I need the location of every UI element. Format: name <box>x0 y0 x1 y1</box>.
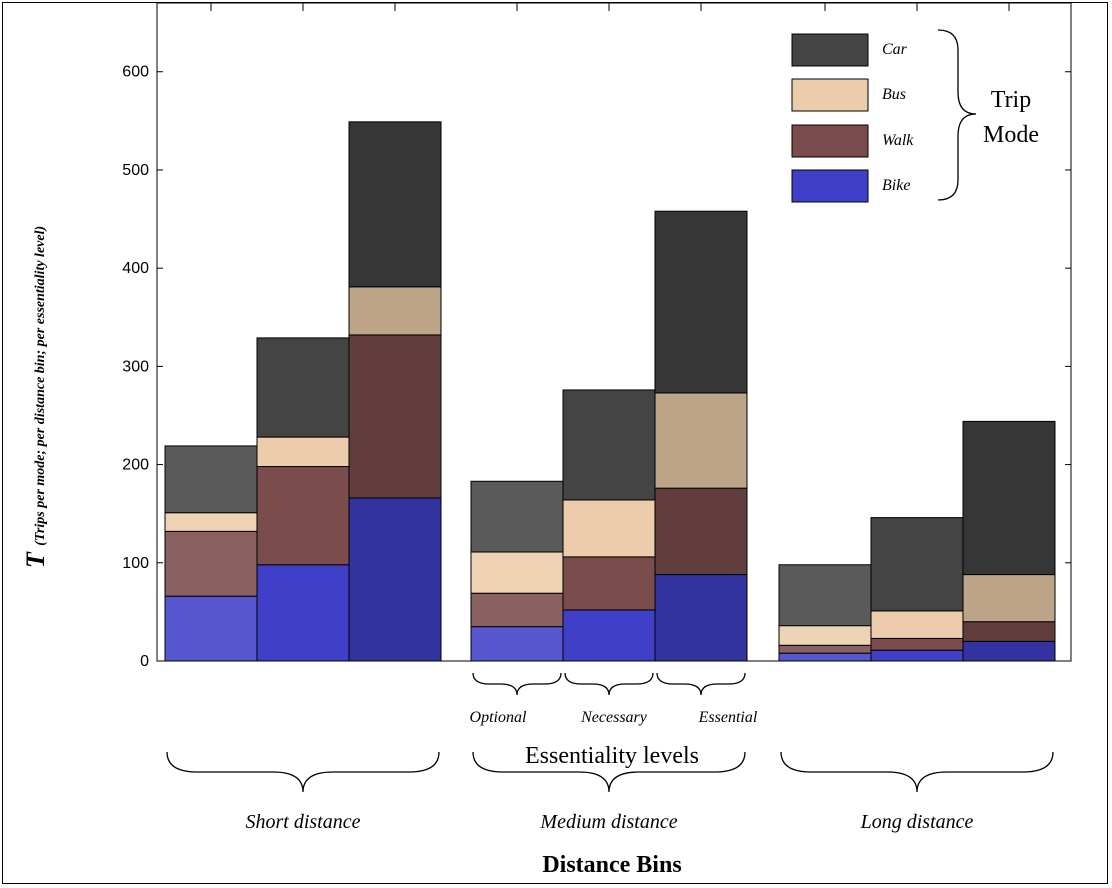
group-label: Medium distance <box>539 811 677 833</box>
bar-segment-car <box>348 121 442 288</box>
bar-segment-car <box>778 564 872 627</box>
y-tick-label: 200 <box>122 457 149 474</box>
legend-swatch <box>791 33 869 67</box>
bar-segment-car <box>962 420 1056 576</box>
level-label: Necessary <box>580 709 648 726</box>
level-brace <box>656 672 746 696</box>
y-tick-label: 100 <box>122 555 149 572</box>
bar-segment-bus <box>562 499 656 558</box>
y-axis-title-sub: (Trips per mode; per distance bin; per e… <box>33 226 48 546</box>
legend-swatch <box>791 124 869 158</box>
bar-segment-car <box>164 445 258 514</box>
bar-segment-bike <box>348 497 442 662</box>
legend-label: Car <box>882 41 908 58</box>
y-axis-title: T (Trips per mode; per distance bin; per… <box>21 226 50 568</box>
bar-segment-walk <box>164 530 258 597</box>
bar-segment-car <box>562 389 656 501</box>
y-tick-label: 300 <box>122 358 149 375</box>
bar-segment-bus <box>962 574 1056 623</box>
bar-segment-bike <box>654 574 748 662</box>
legend-brace <box>937 29 977 201</box>
bar-segment-walk <box>562 556 656 611</box>
legend-label: Bus <box>882 86 906 103</box>
group-label: Long distance <box>860 811 974 833</box>
bar-segment-walk <box>470 592 564 628</box>
bar-segment-bike <box>778 652 872 662</box>
bar-segment-bike <box>470 626 564 662</box>
level-brace <box>472 672 562 696</box>
bar-segment-bus <box>778 625 872 646</box>
level-brace <box>564 672 654 696</box>
bar-segment-car <box>654 210 748 394</box>
levels-title: Essentiality levels <box>525 743 699 769</box>
y-tick-label: 600 <box>122 64 149 81</box>
bar-segment-walk <box>962 621 1056 642</box>
legend-swatch <box>791 169 869 203</box>
bar-segment-bus <box>470 551 564 594</box>
annotations: Optional Necessary Essential Essentiality l… <box>21 226 1054 878</box>
y-tick-label: 0 <box>140 653 149 670</box>
group-label: Short distance <box>246 811 361 833</box>
bar-segment-walk <box>348 334 442 499</box>
group-brace <box>166 751 440 793</box>
x-axis-title: Distance Bins <box>542 852 681 878</box>
legend-label: Walk <box>882 132 914 149</box>
legend-title-line2: Mode <box>983 122 1039 148</box>
bars <box>164 121 1056 662</box>
bar-segment-car <box>256 337 350 438</box>
group-brace <box>472 751 746 793</box>
y-tick-label: 400 <box>122 260 149 277</box>
legend-item-walk: Walk <box>791 124 914 158</box>
legend-item-bike: Bike <box>791 169 910 203</box>
legend: Car Bus Walk Bike Trip Mode <box>791 29 1039 203</box>
bar-segment-walk <box>654 487 748 576</box>
bar-segment-car <box>870 517 964 612</box>
legend-swatch <box>791 78 869 112</box>
bar-segment-walk <box>870 637 964 651</box>
legend-label: Bike <box>882 177 910 194</box>
bar-segment-walk <box>256 466 350 566</box>
group-brace <box>780 751 1054 793</box>
bar-segment-bus <box>654 392 748 489</box>
y-tick-label: 500 <box>122 162 149 179</box>
bar-segment-bus <box>164 512 258 532</box>
level-label: Essential <box>698 709 758 726</box>
bar-segment-bus <box>256 436 350 468</box>
legend-item-car: Car <box>791 33 908 67</box>
bar-segment-bus <box>348 286 442 336</box>
level-label: Optional <box>470 709 527 726</box>
bar-segment-bus <box>870 610 964 639</box>
bar-segment-bike <box>562 609 656 662</box>
legend-title-line1: Trip <box>991 87 1031 113</box>
bar-segment-bike <box>962 640 1056 662</box>
y-axis-title-main: T <box>21 546 50 568</box>
bar-segment-bike <box>256 564 350 662</box>
legend-item-bus: Bus <box>791 78 906 112</box>
bar-segment-car <box>470 480 564 553</box>
bar-segment-bike <box>870 649 964 662</box>
bar-segment-walk <box>778 644 872 654</box>
bar-segment-bike <box>164 595 258 662</box>
